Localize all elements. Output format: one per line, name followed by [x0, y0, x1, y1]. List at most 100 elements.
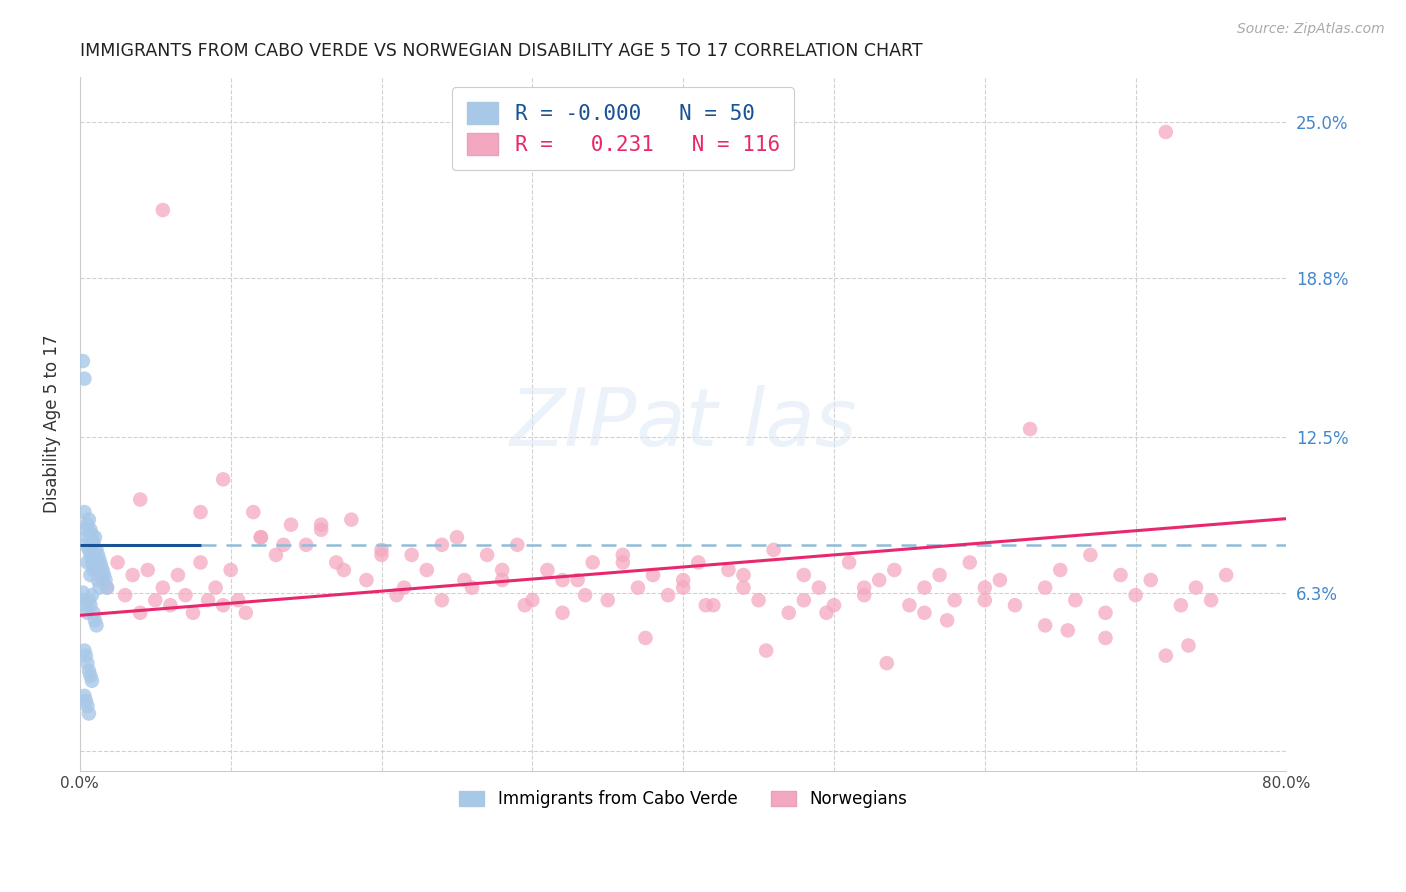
Point: [430, 593, 453, 607]
Point: [702, 599, 724, 613]
Point: [536, 563, 558, 577]
Point: [84, 553, 107, 567]
Point: [551, 606, 574, 620]
Point: [79, 548, 101, 562]
Point: [129, 606, 152, 620]
Point: [94, 573, 117, 587]
Point: [506, 538, 529, 552]
Point: [226, 593, 249, 607]
Point: [181, 606, 204, 620]
Point: [93, 568, 115, 582]
Point: [79, 599, 101, 613]
Point: [627, 581, 650, 595]
Point: [1154, 648, 1177, 663]
Point: [1215, 568, 1237, 582]
Point: [1199, 593, 1222, 607]
Point: [325, 556, 347, 570]
Point: [143, 593, 166, 607]
Point: [204, 581, 226, 595]
Point: [90, 558, 112, 572]
Point: [77, 513, 100, 527]
Point: [82, 606, 104, 620]
Point: [73, 593, 96, 607]
Point: [89, 581, 111, 595]
Point: [959, 556, 981, 570]
Point: [370, 548, 392, 562]
Point: [688, 556, 710, 570]
Point: [107, 556, 129, 570]
Point: [733, 568, 755, 582]
Point: [309, 523, 332, 537]
Point: [838, 556, 860, 570]
Point: [392, 581, 415, 595]
Point: [1056, 624, 1078, 638]
Point: [129, 492, 152, 507]
Point: [87, 548, 110, 562]
Point: [807, 581, 830, 595]
Point: [370, 542, 392, 557]
Point: [672, 581, 695, 595]
Point: [80, 527, 103, 541]
Point: [491, 563, 513, 577]
Point: [793, 568, 815, 582]
Point: [522, 593, 544, 607]
Point: [641, 568, 664, 582]
Point: [212, 472, 235, 486]
Point: [75, 648, 97, 663]
Point: [197, 593, 219, 607]
Point: [75, 523, 97, 537]
Point: [914, 606, 936, 620]
Point: [868, 573, 890, 587]
Point: [898, 599, 921, 613]
Point: [1170, 599, 1192, 613]
Point: [936, 613, 959, 627]
Point: [152, 202, 174, 217]
Point: [1049, 563, 1071, 577]
Point: [988, 573, 1011, 587]
Point: [72, 585, 94, 599]
Point: [853, 581, 876, 595]
Point: [77, 664, 100, 678]
Point: [762, 542, 785, 557]
Point: [80, 588, 103, 602]
Point: [340, 513, 363, 527]
Point: [1177, 639, 1199, 653]
Point: [513, 599, 536, 613]
Point: [582, 556, 605, 570]
Point: [793, 593, 815, 607]
Point: [1064, 593, 1087, 607]
Point: [80, 556, 103, 570]
Point: [75, 694, 97, 708]
Point: [167, 568, 190, 582]
Point: [612, 548, 634, 562]
Point: [96, 581, 118, 595]
Point: [96, 581, 118, 595]
Point: [82, 563, 104, 577]
Point: [76, 698, 98, 713]
Legend: Immigrants from Cabo Verde, Norwegians: Immigrants from Cabo Verde, Norwegians: [453, 784, 914, 815]
Point: [333, 563, 356, 577]
Point: [87, 573, 110, 587]
Point: [823, 599, 845, 613]
Point: [250, 530, 273, 544]
Point: [73, 505, 96, 519]
Point: [212, 599, 235, 613]
Point: [453, 573, 475, 587]
Point: [190, 505, 212, 519]
Point: [75, 599, 97, 613]
Point: [76, 517, 98, 532]
Point: [596, 593, 619, 607]
Point: [73, 643, 96, 657]
Point: [242, 505, 264, 519]
Point: [815, 606, 838, 620]
Point: [461, 581, 484, 595]
Point: [657, 588, 679, 602]
Point: [567, 573, 589, 587]
Point: [86, 542, 108, 557]
Point: [91, 573, 114, 587]
Point: [1080, 548, 1102, 562]
Point: [80, 673, 103, 688]
Point: [89, 553, 111, 567]
Point: [1004, 599, 1026, 613]
Point: [77, 542, 100, 557]
